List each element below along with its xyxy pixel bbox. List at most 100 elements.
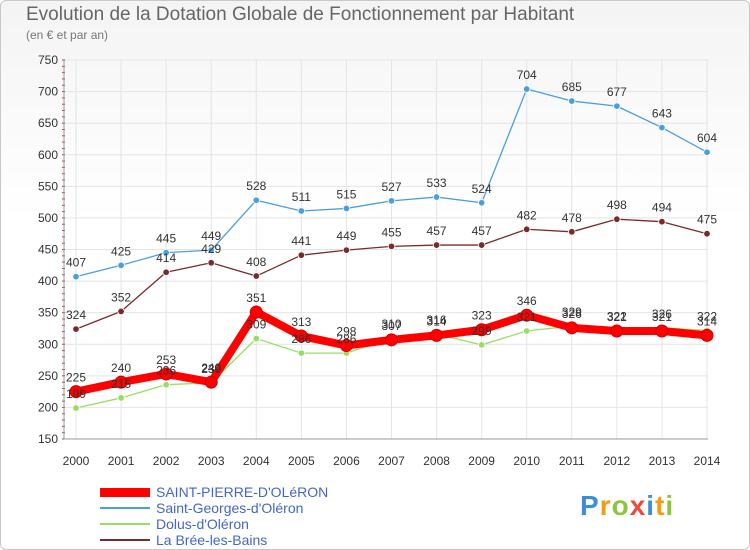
data-point bbox=[523, 85, 531, 93]
data-point bbox=[477, 241, 486, 249]
data-label: 351 bbox=[246, 291, 266, 305]
data-point bbox=[207, 246, 215, 254]
y-tick-label: 250 bbox=[38, 369, 58, 383]
y-tick-label: 700 bbox=[38, 85, 58, 99]
data-label: 494 bbox=[652, 201, 672, 215]
data-point bbox=[658, 218, 666, 226]
data-label: 326 bbox=[652, 307, 672, 321]
data-point bbox=[294, 329, 308, 343]
data-point bbox=[523, 225, 531, 233]
data-label: 685 bbox=[562, 80, 582, 94]
data-label: 314 bbox=[427, 314, 447, 328]
legend-label: Dolus-d'Oléron bbox=[156, 516, 249, 532]
data-label: 414 bbox=[156, 251, 176, 265]
legend-swatch bbox=[100, 523, 150, 525]
legend-swatch bbox=[100, 507, 150, 509]
legend-label: La Brée-les-Bains bbox=[156, 532, 268, 548]
y-tick-label: 300 bbox=[38, 337, 58, 351]
data-label: 199 bbox=[66, 387, 86, 401]
x-tick-label: 2011 bbox=[559, 454, 585, 468]
y-tick-label: 650 bbox=[38, 116, 58, 130]
x-tick-label: 2002 bbox=[153, 454, 180, 468]
legend-item: Dolus-d'Oléron bbox=[100, 516, 328, 532]
data-label: 225 bbox=[66, 371, 86, 385]
data-point bbox=[162, 248, 170, 257]
data-label: 457 bbox=[427, 224, 447, 238]
data-label: 515 bbox=[336, 187, 356, 201]
data-label: 321 bbox=[607, 310, 627, 324]
data-point bbox=[252, 334, 260, 343]
data-point bbox=[613, 102, 621, 110]
data-point bbox=[385, 333, 398, 347]
x-tick-label: 2010 bbox=[513, 454, 540, 468]
data-label: 511 bbox=[292, 190, 311, 204]
y-tick-label: 600 bbox=[38, 148, 58, 162]
x-tick-label: 2001 bbox=[108, 454, 135, 468]
data-point bbox=[162, 380, 170, 389]
legend-swatch bbox=[100, 487, 150, 497]
data-label: 475 bbox=[697, 213, 717, 227]
data-label: 322 bbox=[697, 309, 717, 323]
y-tick-label: 350 bbox=[38, 306, 58, 320]
proxiti-logo: Proxiti bbox=[580, 490, 675, 521]
data-point bbox=[430, 328, 444, 342]
y-tick-label: 500 bbox=[38, 211, 58, 225]
data-label: 321 bbox=[517, 310, 537, 324]
data-point bbox=[342, 246, 351, 254]
data-label: 604 bbox=[697, 131, 717, 145]
data-point bbox=[342, 204, 351, 213]
data-label: 407 bbox=[66, 256, 86, 270]
y-tick-label: 750 bbox=[38, 53, 58, 67]
data-label: 482 bbox=[517, 208, 537, 222]
data-point bbox=[387, 242, 396, 251]
data-point bbox=[613, 215, 621, 223]
x-tick-label: 2013 bbox=[649, 454, 676, 468]
data-label: 286 bbox=[336, 332, 356, 346]
legend-item: La Brée-les-Bains bbox=[100, 532, 328, 548]
data-label: 408 bbox=[246, 255, 266, 269]
data-label: 323 bbox=[472, 309, 492, 323]
data-point bbox=[568, 228, 576, 236]
data-label: 309 bbox=[246, 318, 266, 332]
data-point bbox=[117, 394, 125, 402]
data-label: 425 bbox=[111, 244, 131, 258]
x-tick-label: 2012 bbox=[604, 454, 631, 468]
data-point bbox=[477, 199, 486, 207]
data-point bbox=[72, 272, 80, 281]
data-label: 524 bbox=[472, 182, 492, 196]
legend-label: Saint-Georges-d'Oléron bbox=[156, 500, 304, 516]
data-point bbox=[72, 325, 80, 333]
data-point bbox=[658, 123, 666, 132]
data-point bbox=[72, 404, 80, 412]
data-label: 449 bbox=[336, 229, 356, 243]
data-label: 299 bbox=[472, 324, 492, 338]
data-point bbox=[565, 321, 579, 335]
data-label: 498 bbox=[607, 198, 627, 212]
data-label: 253 bbox=[156, 353, 176, 367]
data-point bbox=[655, 324, 669, 338]
x-tick-label: 2004 bbox=[243, 454, 270, 468]
data-label: 478 bbox=[562, 211, 582, 225]
data-label: 310 bbox=[381, 317, 401, 331]
data-label: 326 bbox=[562, 307, 582, 321]
legend-item: SAINT-PIERRE-D'OLéRON bbox=[100, 484, 328, 500]
data-point bbox=[297, 251, 306, 259]
x-tick-label: 2014 bbox=[694, 454, 721, 468]
data-point bbox=[703, 230, 711, 238]
data-point bbox=[477, 341, 486, 349]
data-label: 677 bbox=[607, 85, 627, 99]
x-tick-label: 2005 bbox=[288, 454, 315, 468]
data-label: 527 bbox=[381, 180, 401, 194]
data-label: 313 bbox=[291, 315, 311, 329]
data-label: 445 bbox=[156, 232, 176, 246]
data-label: 215 bbox=[111, 377, 131, 391]
data-label: 455 bbox=[381, 225, 401, 239]
data-point bbox=[568, 97, 576, 105]
data-point bbox=[117, 307, 125, 316]
x-tick-label: 2000 bbox=[63, 454, 90, 468]
data-point bbox=[297, 207, 306, 215]
data-point bbox=[117, 261, 125, 269]
data-label: 346 bbox=[517, 294, 537, 308]
data-point bbox=[204, 375, 218, 389]
data-point bbox=[475, 323, 489, 337]
